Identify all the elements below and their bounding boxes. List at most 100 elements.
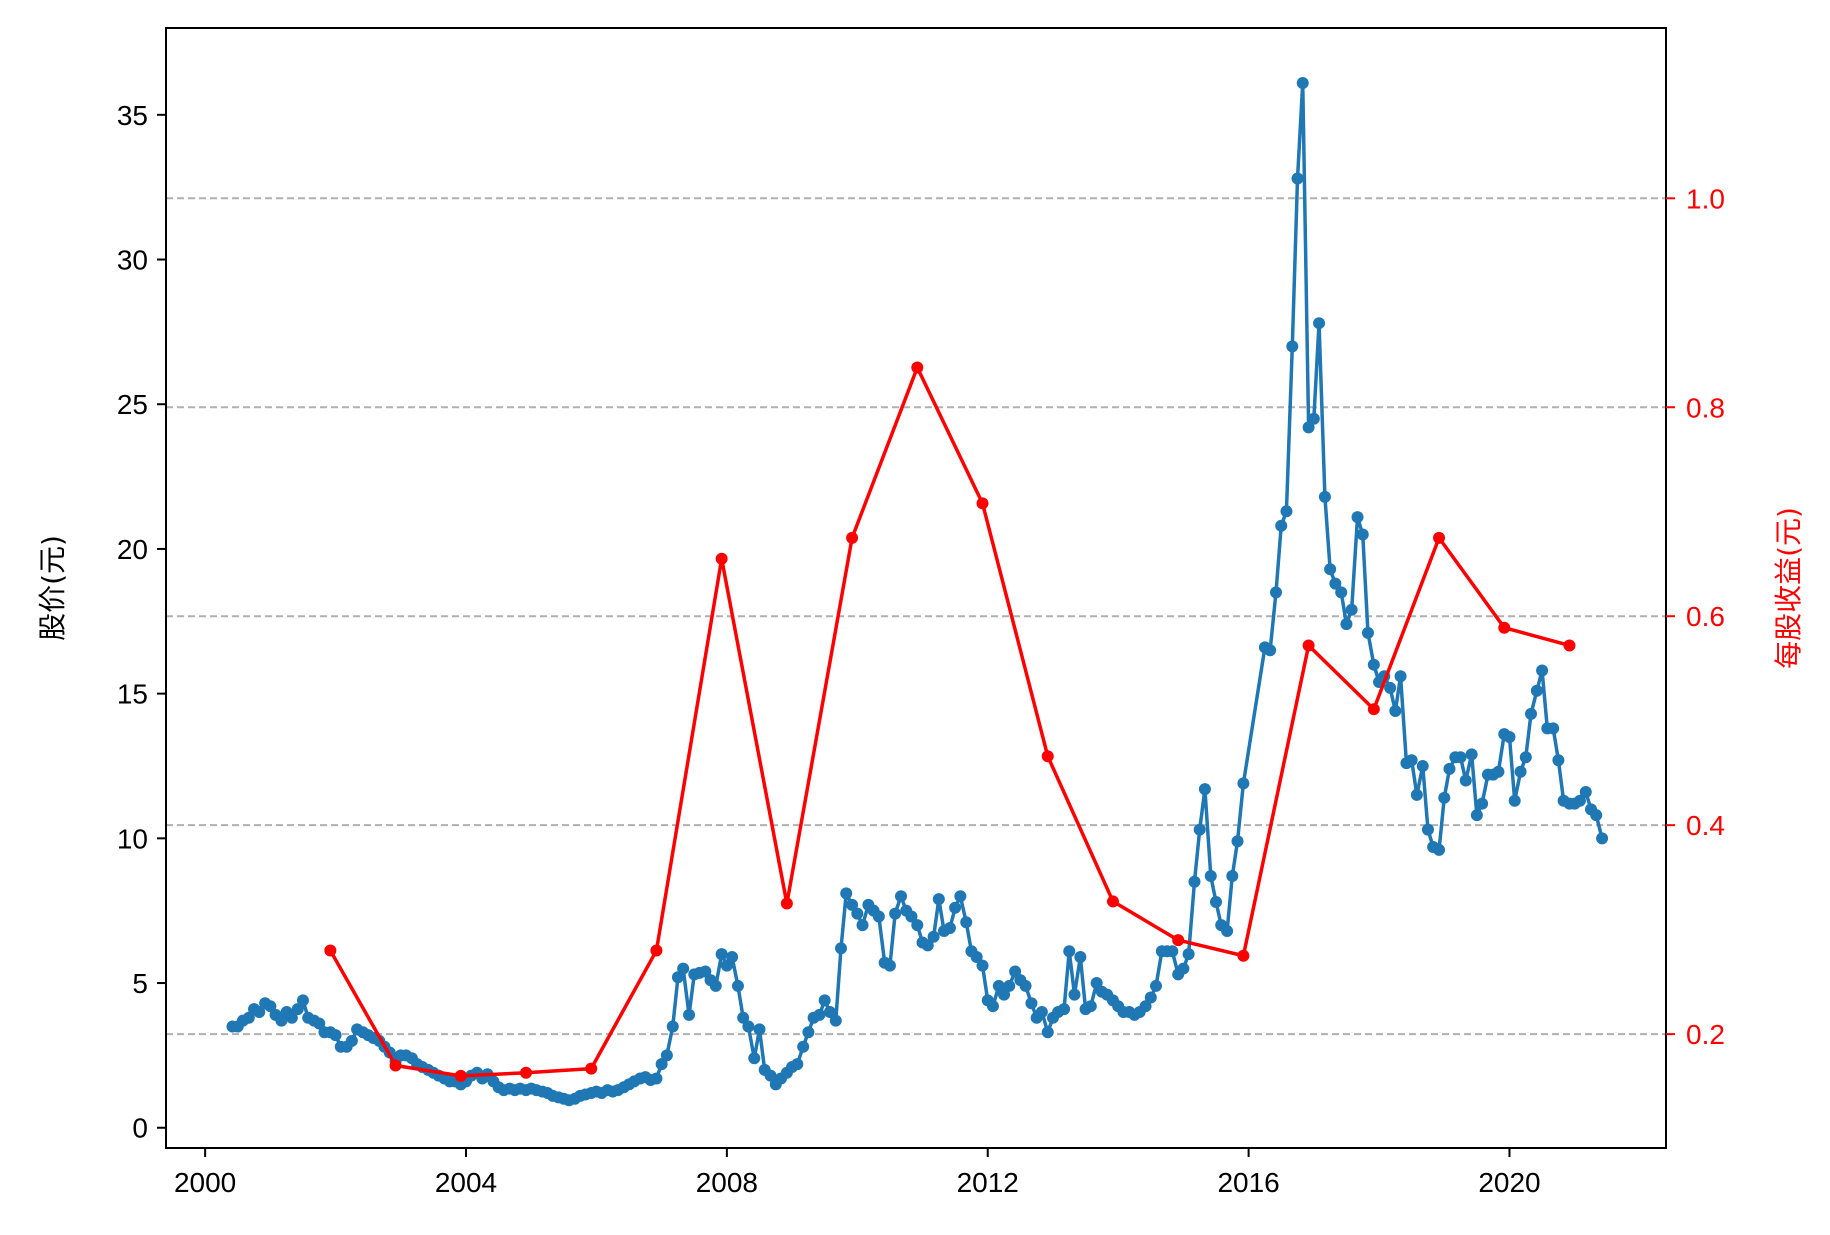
price-point [655,1058,668,1071]
price-point [748,1052,761,1065]
eps-point [650,944,663,957]
price-point [960,916,973,929]
price-point [285,1011,298,1024]
grid-lines [166,197,1666,1036]
left-y-tick-label: 10 [117,823,148,854]
eps-line [328,365,1572,1078]
price-point [1454,751,1467,764]
x-tick-label: 2008 [696,1167,758,1198]
price-point [1009,965,1022,978]
price-point [1221,924,1234,937]
price-point [1345,603,1358,616]
eps-point [520,1066,532,1079]
price-point [949,901,962,914]
right-y-tick-label: 0.6 [1686,601,1725,632]
price-point [1291,172,1304,185]
price-point [1536,664,1549,677]
price-point [1459,774,1472,787]
price-point [1476,797,1489,810]
x-tick-label: 2016 [1217,1167,1279,1198]
price-point [846,898,859,911]
price-series [226,76,1609,1107]
price-point [1492,765,1505,778]
price-point [1465,748,1478,761]
right-axis-title: 每股收益(元) [1772,507,1805,669]
price-point [970,950,983,963]
price-point [1433,843,1446,856]
eps-point [911,361,924,374]
price-point [954,890,967,903]
price-point [1443,762,1456,775]
x-tick-label: 2000 [174,1167,236,1198]
price-point [1150,979,1162,992]
price-point [329,1029,342,1042]
eps-point [1302,639,1315,652]
price-point [715,948,728,961]
eps-series [324,361,1576,1082]
price-point [1302,421,1315,434]
price-point [1177,962,1190,975]
price-point [1286,340,1299,353]
left-y-tick-label: 25 [117,389,148,420]
eps-point [846,531,859,544]
price-point [1514,765,1527,778]
price-point [851,907,864,920]
price-point [823,1005,836,1018]
eps-point [324,944,337,957]
axes-frame [165,27,1667,1149]
price-point [264,1000,277,1013]
price-point [1438,791,1451,804]
price-point [1280,505,1293,518]
price-point [1416,759,1429,772]
price-point [889,907,902,920]
x-tick-label: 2004 [435,1167,497,1198]
price-point [709,979,722,992]
eps-point [1367,703,1380,716]
price-point [275,1014,288,1027]
price-point [1231,835,1244,848]
price-point [1361,626,1374,639]
price-point [1003,979,1016,992]
price-point [835,942,847,955]
price-point [1519,751,1532,764]
price-point [1590,809,1603,822]
price-point [1090,977,1103,990]
price-point [764,1069,777,1082]
left-y-tick-label: 0 [132,1113,148,1144]
price-point [791,1058,804,1071]
price-point [1579,786,1592,799]
price-point [242,1011,255,1024]
price-point [905,910,918,923]
price-point [737,1011,750,1024]
eps-point [780,897,793,910]
price-point [1182,948,1195,961]
price-point [998,988,1011,1001]
price-point [313,1017,326,1030]
price-point [840,887,853,900]
price-point [829,1014,842,1027]
price-point [1394,670,1407,683]
price-point [1329,577,1342,590]
price-point [986,1000,999,1013]
right-y-tick-label: 0.8 [1686,392,1725,423]
price-point [1035,1005,1048,1018]
left-y-tick-label: 30 [117,245,148,276]
left-y-tick-label: 35 [117,100,148,131]
eps-point [976,497,989,510]
price-point [666,1020,679,1033]
price-point [1144,991,1157,1004]
eps-point [454,1069,467,1082]
price-point [1198,783,1211,796]
price-point [976,959,989,972]
price-point [1410,788,1423,801]
eps-point [389,1059,402,1072]
price-point [291,1003,304,1016]
price-point [1058,1003,1071,1016]
price-point [1193,823,1206,836]
price-point [1421,823,1434,836]
price-point [1307,412,1320,425]
eps-point [585,1062,598,1075]
left-y-tick-label: 20 [117,534,148,565]
